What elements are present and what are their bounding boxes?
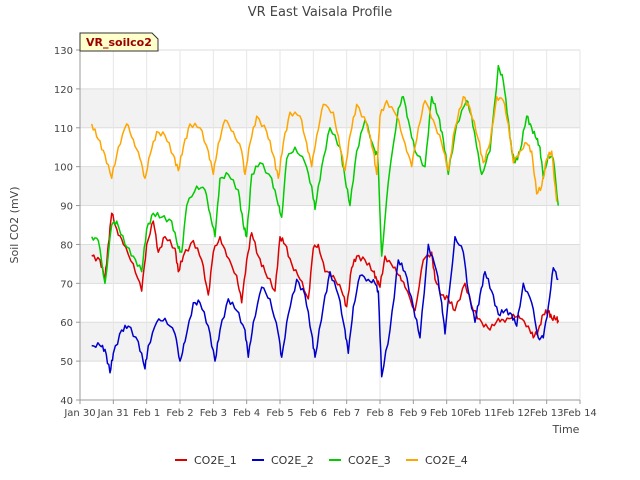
y-tick-label: 70: [60, 279, 73, 290]
legend-item-co2e-2[interactable]: CO2E_2: [252, 454, 314, 467]
legend-label: CO2E_4: [425, 454, 468, 467]
plot-lines: [90, 64, 560, 378]
x-tick-label: Feb 9: [400, 408, 427, 419]
y-tick-label: 40: [60, 396, 73, 407]
x-axis: Jan 30 Jan 31 Feb 1 Feb 2 Feb 3 Feb 4 Feb 5 Feb…: [63, 399, 597, 419]
grid-band: [80, 88, 580, 128]
legend-label: CO2E_3: [348, 454, 391, 467]
grid-band: [80, 322, 580, 362]
series-line-co2e-1: [91, 212, 560, 339]
legend: CO2E_1 CO2E_2 CO2E_3 CO2E_4: [175, 454, 468, 467]
x-tick-label: Feb 2: [166, 408, 193, 419]
badge-box: [79, 32, 159, 52]
chart-badge: VR_soilco2: [79, 32, 159, 52]
y-tick-label: 90: [60, 202, 73, 213]
x-tick-label: Feb 1: [133, 408, 160, 419]
y-tick-label: 120: [54, 85, 73, 96]
x-tick-label: Feb 6: [300, 408, 327, 419]
legend-item-co2e-4[interactable]: CO2E_4: [406, 454, 468, 467]
y-tick-label: 100: [54, 163, 73, 174]
grid-band: [80, 166, 580, 206]
x-tick-label: Feb 7: [333, 408, 360, 419]
plot-background: [79, 49, 581, 401]
y-axis-label: Soil CO2 (mV): [8, 187, 21, 264]
y-tick-label: 80: [60, 240, 73, 251]
x-tick-label: Feb 5: [266, 408, 293, 419]
x-tick-label: Feb 3: [200, 408, 227, 419]
x-axis-label: Time: [552, 423, 580, 436]
legend-item-co2e-3[interactable]: CO2E_3: [329, 454, 391, 467]
y-axis: 40 50 60 70 80 90 100 110 120 130: [54, 46, 81, 407]
y-tick-label: 60: [60, 318, 73, 329]
y-tick-label: 130: [54, 46, 73, 57]
series-line-co2e-4: [90, 95, 558, 202]
legend-label: CO2E_2: [271, 454, 314, 467]
x-tick-label: Feb 10: [430, 408, 464, 419]
grid-band: [80, 244, 580, 284]
legend-label: CO2E_1: [194, 454, 237, 467]
x-tick-label: Feb 8: [366, 408, 393, 419]
x-tick-label: Jan 30: [63, 408, 95, 419]
x-tick-label: Feb 4: [233, 408, 260, 419]
x-tick-label: Feb 12: [497, 408, 531, 419]
y-tick-label: 110: [54, 124, 73, 135]
chart-title: VR East Vaisala Profile: [248, 5, 393, 20]
series-line-co2e-2: [91, 235, 559, 378]
legend-item-co2e-1[interactable]: CO2E_1: [175, 454, 237, 467]
x-tick-label: Feb 11: [463, 408, 497, 419]
badge-label: VR_soilco2: [86, 36, 152, 49]
x-tick-label: Feb 14: [563, 408, 597, 419]
x-tick-label: Feb 13: [530, 408, 564, 419]
y-tick-label: 50: [60, 357, 73, 368]
x-tick-label: Jan 31: [97, 408, 129, 419]
series-line-co2e-3: [91, 64, 560, 285]
